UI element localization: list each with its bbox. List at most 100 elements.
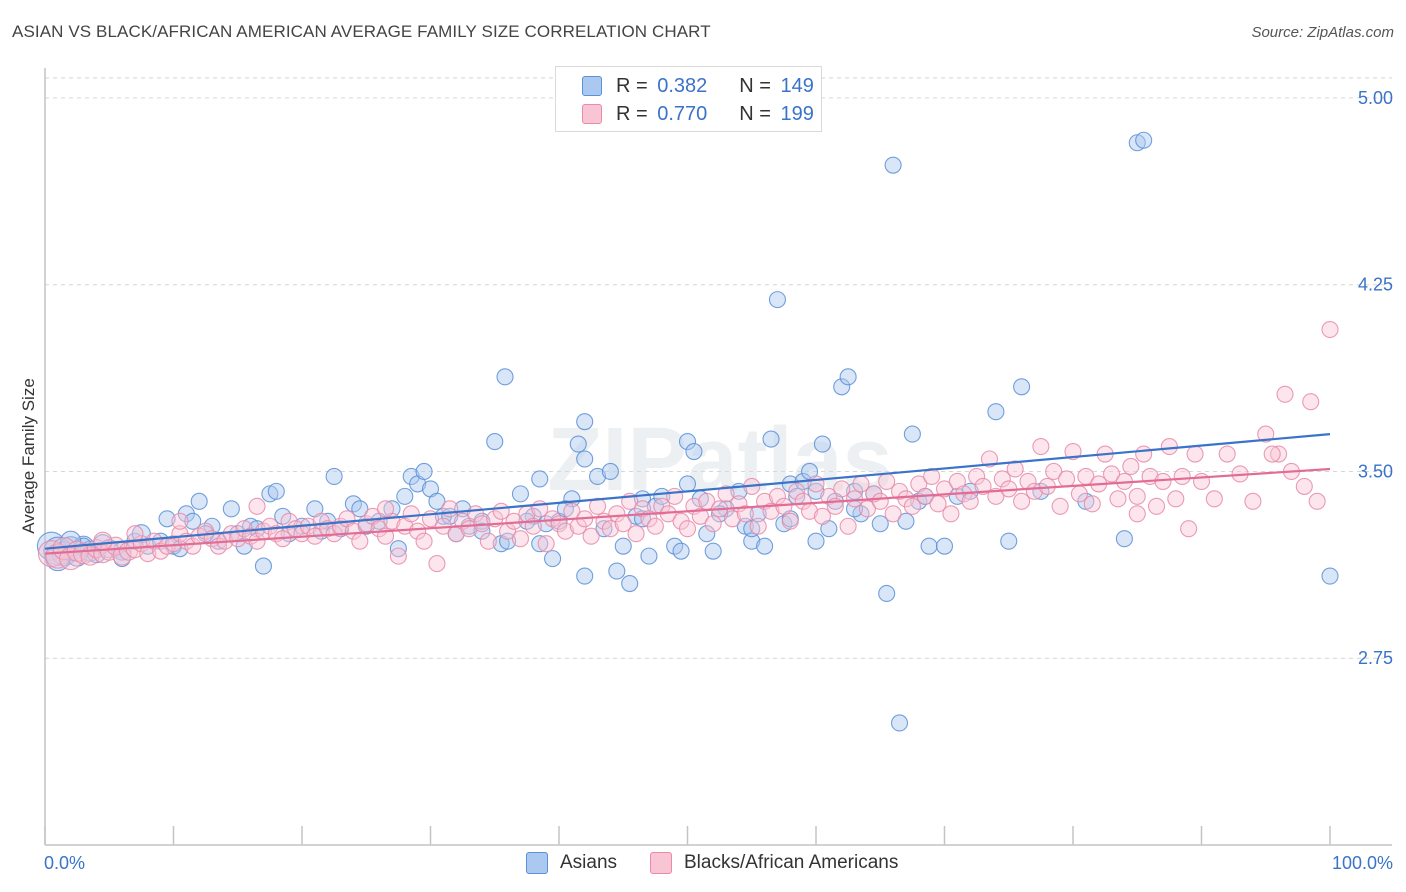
- black-point: [1160, 438, 1178, 456]
- asian-point: [640, 547, 658, 565]
- black-point: [717, 485, 735, 503]
- black-point: [813, 507, 831, 525]
- black-point: [1321, 320, 1339, 339]
- asian-point: [576, 413, 594, 431]
- black-point: [704, 515, 722, 533]
- black-point: [1128, 487, 1146, 505]
- asian-point: [428, 492, 446, 510]
- asian-point: [1135, 131, 1153, 149]
- black-point: [1032, 438, 1050, 456]
- asian-point: [756, 537, 774, 555]
- black-point: [627, 525, 645, 543]
- asian-point: [576, 450, 594, 468]
- black-point: [961, 492, 979, 510]
- y-tick-label: 3.50: [1358, 461, 1393, 481]
- black-point: [903, 497, 921, 515]
- legend-row-blacks: R = 0.770 N = 199: [582, 101, 814, 127]
- asian-point: [499, 532, 517, 550]
- black-point: [601, 520, 619, 538]
- asian-point: [396, 487, 414, 505]
- black-point: [402, 505, 420, 523]
- black-point: [1180, 520, 1198, 538]
- series-legend: Asians Blacks/African Americans: [0, 852, 1406, 878]
- black-point: [1064, 442, 1082, 461]
- source-label: Source: ZipAtlas.com: [1251, 24, 1394, 41]
- asian-point: [531, 470, 549, 488]
- black-point: [1135, 445, 1153, 463]
- black-point: [344, 522, 362, 540]
- y-tick-label: 5.00: [1358, 88, 1393, 108]
- black-point: [794, 492, 812, 510]
- axes: [44, 68, 1392, 846]
- asian-point: [903, 425, 921, 443]
- asian-point: [325, 467, 343, 485]
- black-point: [608, 505, 626, 523]
- grid-lines: [45, 77, 1392, 659]
- asian-point: [884, 156, 902, 174]
- black-point: [633, 500, 652, 518]
- black-point: [942, 505, 960, 523]
- asian-point: [987, 403, 1005, 421]
- asian-point: [871, 515, 889, 533]
- black-point: [993, 470, 1011, 488]
- asian-point: [415, 462, 433, 481]
- black-point: [833, 480, 851, 498]
- legend-r-value: 0.770: [657, 102, 708, 125]
- asian-point: [222, 500, 240, 518]
- legend-r-value: 0.382: [657, 74, 708, 97]
- asian-point: [935, 537, 954, 555]
- black-point: [1192, 472, 1211, 490]
- y-tick-label: 4.25: [1358, 275, 1393, 295]
- black-point: [1263, 445, 1281, 463]
- asian-point: [704, 542, 722, 560]
- black-point: [923, 467, 941, 485]
- black-point: [1103, 465, 1121, 483]
- asian-point: [190, 492, 208, 510]
- black-point: [1244, 492, 1262, 510]
- black-point: [171, 512, 189, 530]
- trend-line-blacks: [44, 467, 1331, 555]
- asian-point: [762, 430, 780, 448]
- asian-point: [920, 537, 938, 555]
- black-point: [1083, 495, 1101, 513]
- legend-item-asians[interactable]: Asians: [526, 852, 617, 874]
- black-point: [1295, 477, 1313, 495]
- legend-swatch-blue: [526, 852, 548, 874]
- asian-point: [685, 442, 703, 461]
- black-point: [723, 510, 742, 528]
- black-point: [1276, 385, 1294, 403]
- black-point: [93, 531, 113, 551]
- asian-point: [768, 291, 787, 309]
- asian-point: [608, 562, 626, 580]
- black-point: [1122, 457, 1140, 476]
- asian-point: [1000, 532, 1018, 550]
- black-point: [1058, 470, 1076, 488]
- asian-point: [678, 433, 697, 451]
- black-point: [1302, 393, 1320, 411]
- asian-point: [184, 512, 202, 530]
- black-point: [376, 500, 395, 518]
- black-point: [820, 487, 838, 505]
- black-point: [839, 517, 857, 535]
- legend-item-blacks[interactable]: Blacks/African Americans: [650, 852, 898, 874]
- black-point: [749, 517, 767, 535]
- asian-point: [813, 435, 831, 453]
- legend-label: Blacks/African Americans: [684, 852, 899, 873]
- black-point: [974, 477, 992, 495]
- black-point: [788, 482, 806, 500]
- asian-point: [698, 525, 716, 543]
- black-point: [1045, 462, 1063, 481]
- asian-point: [531, 535, 549, 553]
- legend-n-value: 149: [780, 74, 814, 97]
- asian-point: [1115, 530, 1133, 548]
- trend-lines: [44, 433, 1331, 555]
- black-point: [666, 487, 684, 505]
- black-point: [1218, 445, 1236, 463]
- correlation-legend: R = 0.382 N = 149 R = 0.770 N = 199: [555, 66, 822, 132]
- x-tick-label: 100.0%: [1332, 853, 1393, 873]
- asian-point: [621, 574, 639, 593]
- black-point: [479, 532, 497, 550]
- y-tick-label: 2.75: [1358, 648, 1393, 668]
- asian-point: [839, 368, 857, 386]
- legend-label: Asians: [560, 852, 618, 873]
